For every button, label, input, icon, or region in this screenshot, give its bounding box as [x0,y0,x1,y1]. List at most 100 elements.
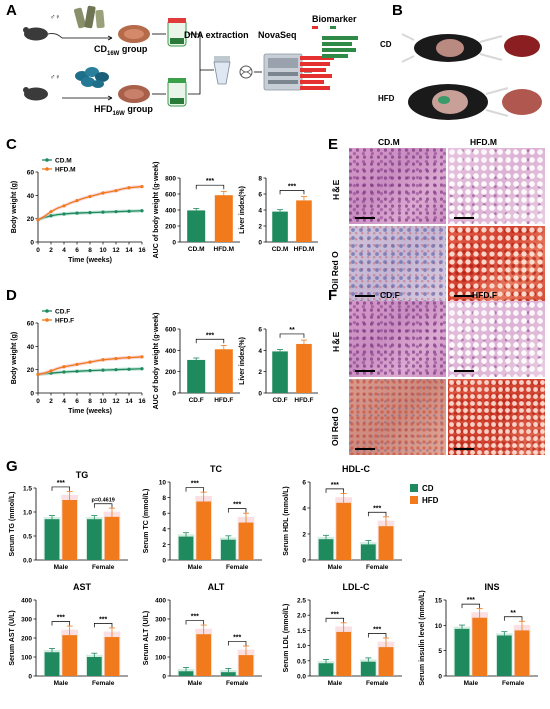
significance-label: *** [331,611,339,618]
significance-label: *** [233,634,241,641]
panel-letter-f: F [328,287,338,304]
y-tick-label: 2 [258,224,262,231]
y-tick-label: 6 [258,327,262,334]
G-LDL-chart: 0.0 0.5 1.0 1.5 2.0 2.5 Serum LDL (mmol/L) LDL-… [283,582,402,687]
y-axis-label: Body weight (g) [11,181,18,234]
significance-bracket [461,603,481,609]
y-tick-label: 600 [165,327,176,334]
panel-b-photo [392,18,548,130]
bar [238,522,254,560]
y-tick-label: 100 [155,655,166,662]
significance-label: ** [510,610,516,617]
y-tick-label: 0 [302,558,306,565]
D-liver-chart: 0 2 4 6 Liver index(%) CD.F HFD.F ** [239,327,318,404]
y-tick-label: 0.0 [297,674,306,681]
significance-bracket [227,641,247,646]
D-auc-chart: 0 200 400 600 AUC of body weight (g·week) CD.… [153,313,240,409]
y-tick-label: 200 [155,636,166,643]
significance-bracket [51,486,71,491]
y-tick-label: 2.5 [297,598,306,605]
panel-letter-c: C [6,136,17,153]
x-tick-label: 10 [99,247,107,254]
sample-tube-icon [167,78,187,107]
legend-label: CD [422,484,434,493]
data-point [49,214,53,218]
bar [62,635,78,676]
x-tick-label: Male [464,680,479,687]
dna-tube-icon [213,56,231,85]
bar [272,351,288,393]
data-point [140,209,144,213]
G-TC-chart: 0 2 4 6 8 10 Serum TC (mmol/L) TC Male *** Female *… [143,464,262,571]
significance-label: *** [191,481,199,488]
x-tick-label: Male [328,680,343,687]
y-tick-label: 0 [258,391,262,398]
y-tick-label: 300 [155,617,166,624]
significance-bracket [367,633,387,638]
data-point [127,186,131,190]
significance-label: *** [57,615,65,622]
y-tick-label: 400 [165,348,176,355]
f-oil-cd-image [349,379,446,455]
significance-bracket [367,511,387,517]
y-tick-label: 0.0 [23,558,32,565]
y-tick-label: 300 [21,617,32,624]
y-axis-label: Serum insulin level (mmol/L) [419,590,426,685]
bar [187,210,206,242]
e-oil-cd-image [349,226,446,302]
x-tick-label: 2 [49,398,53,405]
panel-b-hfd-label: HFD [378,94,395,103]
data-point [36,218,40,222]
x-tick-label: Male [54,680,69,687]
bar [62,500,78,560]
chart-title: TC [210,464,222,474]
data-point [114,368,118,372]
x-tick-label: 6 [75,398,79,405]
sample-tube-icon [167,18,187,47]
C-auc-chart: 0 200 400 600 800 AUC of body weight (g·week)… [153,162,240,259]
significance-bracket [325,617,345,623]
bar [220,539,236,560]
data-point [114,356,118,361]
y-tick-label: 4 [258,208,262,215]
significance-label: *** [373,626,381,633]
y-tick-label: 20 [27,216,35,223]
x-tick-label: 14 [125,247,133,254]
significance-bracket [195,338,225,344]
significance-label: p=0.4619 [91,498,114,504]
x-tick-label: 8 [88,398,92,405]
hfd-liver-photo [502,89,542,115]
x-tick-label: Male [188,564,203,571]
y-axis-label: AUC of body weight (g·week) [153,162,160,259]
x-tick-label: CD.M [188,246,205,253]
y-axis-label: Serum HDL (mmol/L) [283,486,290,556]
data-point [75,362,79,367]
f-oil-hfd-image [448,379,545,455]
panel-letter-e: E [328,136,339,153]
significance-label: *** [331,482,339,489]
panel-b-cd-label: CD [380,40,392,49]
panel-a-workflow [23,5,358,107]
sex-symbols-hfd: ♂♀ [50,74,61,81]
x-tick-label: Female [92,680,115,687]
data-point [49,369,53,373]
bar [86,519,102,560]
y-tick-label: 0 [258,240,262,247]
legend-marker [45,309,49,313]
y-tick-label: 0 [162,558,166,565]
x-tick-label: HFD.F [294,397,313,404]
y-tick-label: 200 [21,636,32,643]
y-axis-label: Liver index(%) [239,337,246,385]
y-tick-label: 8 [162,495,166,502]
G-TG-chart: 0.0 0.5 1.0 1.5 Serum TG (mmol/L) TG Male *** Fe… [9,470,128,571]
legend-swatch [410,496,418,504]
data-point [101,191,105,195]
y-tick-label: 400 [165,208,176,215]
x-tick-label: 8 [88,247,92,254]
y-tick-label: 1.5 [297,628,306,635]
D-line-chart: 0 20 40 60 Body weight (g) 0 2 4 6 8 10 12 14 16 Time … [11,309,146,416]
data-point [114,189,118,193]
bar [104,516,120,560]
